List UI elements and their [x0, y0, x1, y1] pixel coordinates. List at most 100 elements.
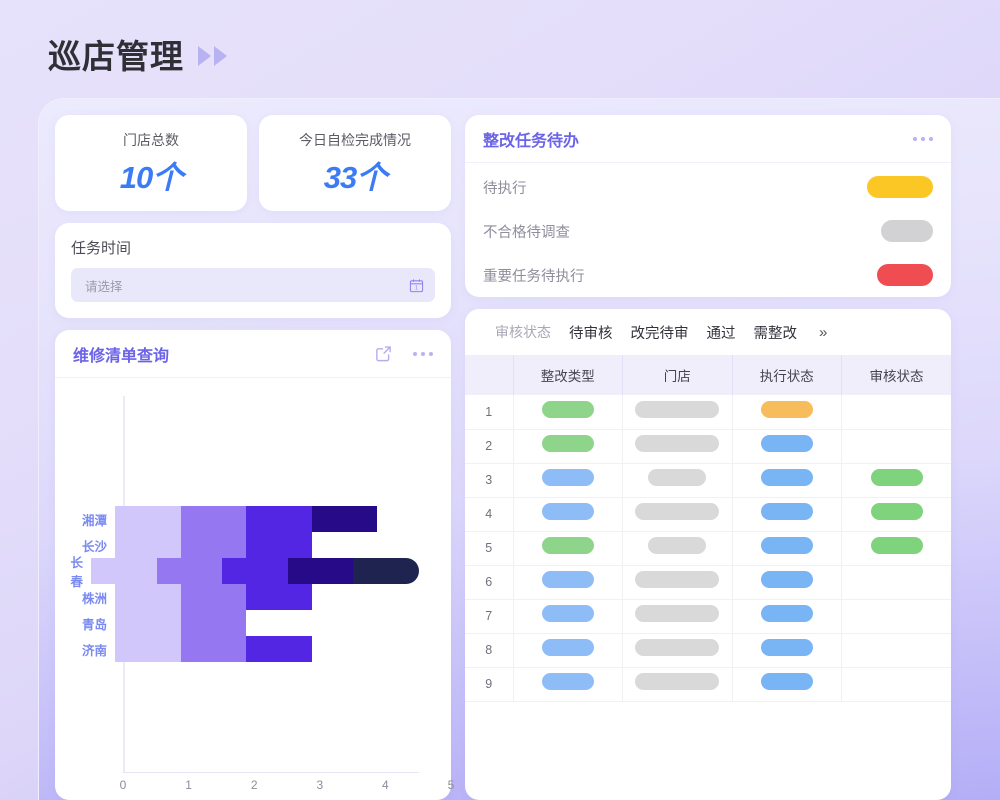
cell-status-pill	[760, 537, 813, 554]
table-cell-store	[622, 497, 733, 532]
stacked-bar[interactable]	[115, 532, 419, 558]
table-row-index: 1	[465, 395, 514, 430]
table-row-index: 9	[465, 667, 514, 702]
stat-cards-row: 门店总数 10个 今日自检完成情况 33个	[55, 115, 451, 211]
bar-track	[115, 584, 419, 610]
x-axis-tick: 4	[382, 778, 389, 792]
share-export-icon[interactable]	[374, 344, 393, 363]
more-dots-icon[interactable]	[913, 136, 933, 141]
todo-row[interactable]: 重要任务待执行	[483, 255, 933, 295]
table-cell-store	[622, 531, 733, 566]
table-row[interactable]: 9	[465, 667, 951, 702]
tab-passed[interactable]: 通过	[706, 325, 736, 342]
x-axis-tick: 0	[119, 778, 127, 792]
table-row[interactable]: 4	[465, 497, 951, 532]
chart-x-axis: 0 1 2 3 4 5	[119, 772, 454, 796]
calendar-icon[interactable]: 1	[409, 278, 424, 293]
bar-segment	[180, 584, 247, 610]
task-time-input[interactable]: 请选择 1	[71, 268, 435, 302]
cell-status-pill	[760, 469, 813, 486]
table-row[interactable]: 6	[465, 565, 951, 600]
table-row[interactable]: 5	[465, 531, 951, 566]
cell-status-pill	[635, 435, 720, 452]
cell-status-pill	[541, 435, 594, 452]
table-row[interactable]: 8	[465, 633, 951, 668]
table-col-header[interactable]: 门店	[622, 355, 733, 395]
table-col-index[interactable]	[465, 355, 514, 395]
cell-status-pill	[635, 673, 720, 690]
stat-value: 33个	[323, 159, 387, 195]
table-cell-store	[622, 667, 733, 702]
table-row[interactable]: 1	[465, 395, 951, 430]
todo-row-label: 重要任务待执行	[483, 268, 585, 285]
cell-status-pill	[635, 571, 720, 588]
bar-segment	[311, 506, 378, 532]
table-row-index: 3	[465, 463, 514, 498]
cell-status-pill	[760, 673, 813, 690]
table-cell-exec	[732, 667, 842, 702]
table-row[interactable]: 3	[465, 463, 951, 498]
bar-segment	[246, 532, 312, 558]
cell-status-pill	[760, 400, 813, 418]
svg-text:1: 1	[415, 285, 418, 291]
table-cell-exec	[732, 497, 842, 532]
bar-segment	[246, 506, 312, 532]
table-cell-exec	[732, 463, 842, 498]
more-dots-icon[interactable]	[413, 351, 433, 356]
cell-status-pill	[541, 400, 594, 418]
x-axis-tick: 3	[316, 778, 324, 792]
table-cell-type	[513, 395, 623, 430]
table-col-header[interactable]: 执行状态	[732, 355, 842, 395]
table-cell-exec	[732, 531, 842, 566]
table-row[interactable]: 2	[465, 429, 951, 464]
stat-card-store-total[interactable]: 门店总数 10个	[55, 115, 247, 211]
todo-row[interactable]: 不合格待调查	[483, 211, 933, 251]
bar-segment	[115, 532, 181, 558]
cell-status-pill	[870, 537, 923, 554]
tab-fixed-pending[interactable]: 改完待审	[630, 325, 689, 342]
table-col-header[interactable]: 整改类型	[513, 355, 623, 395]
bar-segment	[115, 636, 181, 662]
bar-segment	[180, 506, 247, 532]
page-title: 巡店管理	[48, 38, 184, 75]
bar-row: 青岛	[65, 610, 419, 636]
bar-track	[115, 532, 419, 558]
cell-status-pill	[541, 537, 594, 554]
page-header: 巡店管理	[48, 30, 227, 78]
task-time-card: 任务时间 请选择 1	[55, 223, 451, 318]
bar-segment	[222, 558, 288, 584]
tab-needs-fix[interactable]: 需整改	[753, 325, 798, 342]
bar-row: 株洲	[65, 584, 419, 610]
table-cell-type	[513, 531, 623, 566]
table-cell-store	[622, 599, 733, 634]
todo-row[interactable]: 待执行	[483, 167, 933, 207]
table-cell-exec	[732, 633, 842, 668]
table-col-header[interactable]: 审核状态	[841, 355, 951, 395]
stacked-bar[interactable]	[115, 584, 419, 610]
stacked-bar[interactable]	[115, 636, 419, 662]
bar-segment	[115, 584, 181, 610]
bar-segment	[353, 558, 419, 584]
double-triangle-right-icon	[198, 46, 227, 66]
stacked-bar[interactable]	[115, 506, 419, 532]
tabs-overflow-icon[interactable]: »	[819, 323, 828, 341]
table-row[interactable]: 7	[465, 599, 951, 634]
tab-pending-review[interactable]: 待审核	[569, 325, 613, 342]
stacked-bar[interactable]	[115, 610, 419, 636]
table-cell-type	[513, 599, 623, 634]
cell-status-pill	[760, 639, 813, 656]
bar-segment	[246, 636, 312, 662]
bar-category-label: 长春	[70, 556, 84, 589]
dashboard-container: 门店总数 10个 今日自检完成情况 33个 任务时间 请选择 1	[38, 98, 1000, 800]
table-row-index: 5	[465, 531, 514, 566]
table-cell-audit	[841, 429, 951, 464]
bar-row: 长春	[65, 556, 419, 589]
stat-card-today-selfcheck[interactable]: 今日自检完成情况 33个	[259, 115, 451, 211]
table-header: 整改类型 门店 执行状态 审核状态	[465, 355, 951, 395]
right-column: 整改任务待办 待执行 不合格待调查 重要任务待执行 审核状态 待审核 改完待审 通过…	[465, 115, 951, 800]
stacked-bar[interactable]	[91, 558, 419, 584]
todo-card: 整改任务待办 待执行 不合格待调查 重要任务待执行	[465, 115, 951, 297]
audit-status-tabs: 审核状态 待审核 改完待审 通过 需整改 »	[465, 309, 951, 355]
table-cell-audit	[841, 565, 951, 600]
